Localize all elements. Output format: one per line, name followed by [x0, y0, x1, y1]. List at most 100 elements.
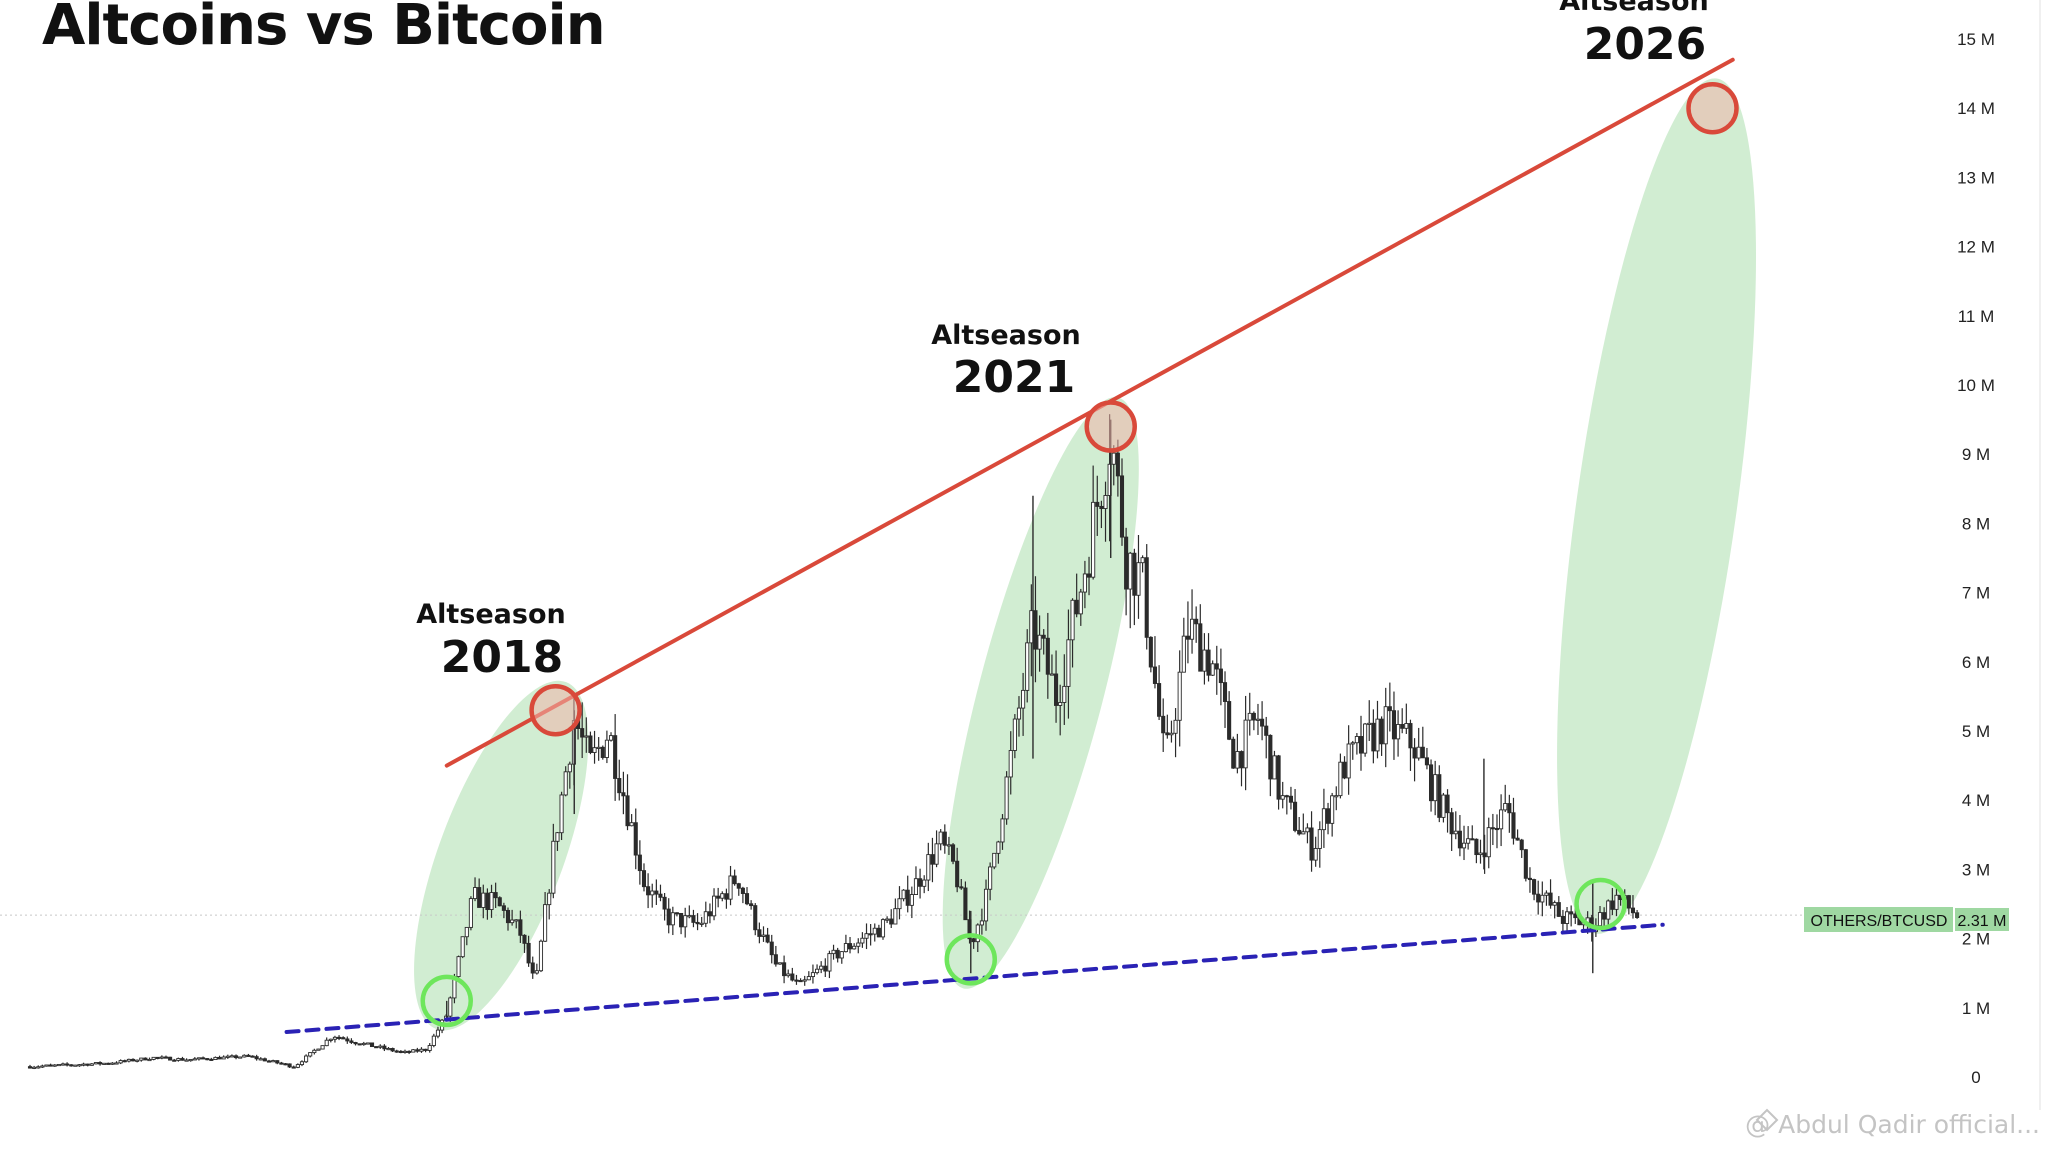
candle-body [505, 909, 511, 924]
candle-body [1404, 723, 1409, 729]
y-tick-label: 1 M [1962, 999, 1990, 1018]
candle-body [1610, 900, 1615, 910]
candle-body [324, 1039, 329, 1047]
candle-body [353, 1042, 358, 1045]
candle-body [955, 860, 960, 888]
candle-body [938, 831, 943, 845]
candle-body [1012, 718, 1017, 751]
candle-body [996, 841, 1001, 854]
y-tick-label: 8 M [1962, 514, 1990, 533]
candle-body [530, 962, 535, 974]
candle-body [633, 822, 638, 856]
candle-body [196, 1057, 202, 1060]
candle-body [786, 973, 791, 977]
candle-body [1379, 718, 1384, 745]
candle-body [827, 953, 832, 972]
candle-body [856, 942, 861, 947]
candle-body [988, 866, 993, 890]
candle-body [283, 1063, 288, 1066]
candle-body [922, 879, 927, 887]
candle-body [617, 778, 622, 794]
candle-body [946, 844, 951, 847]
candle-body [654, 890, 659, 895]
candle-body [950, 844, 956, 862]
candle-body [1453, 830, 1458, 835]
candle-body [1499, 809, 1504, 830]
candle-body [510, 919, 515, 924]
candle-body [1210, 663, 1215, 676]
candle-body [1284, 795, 1289, 798]
candle-body [1424, 757, 1429, 766]
candle-body [1523, 849, 1528, 879]
candle-body [1165, 732, 1170, 736]
candle-body [1218, 668, 1223, 684]
candle-body [1004, 776, 1009, 820]
candle-body [394, 1050, 399, 1053]
candle-body [378, 1045, 383, 1048]
altseason-highlight-zones [414, 78, 1757, 1031]
candle-body [1086, 573, 1092, 578]
candle-body [1045, 637, 1050, 675]
candle-body [205, 1058, 210, 1061]
candle-body [1103, 495, 1108, 510]
candle-body [761, 934, 766, 937]
candle-body [959, 886, 964, 889]
candle-body [1206, 649, 1211, 676]
candle-body [1391, 710, 1397, 740]
candle-body [135, 1059, 140, 1062]
candle-body [304, 1055, 309, 1063]
candle-body [481, 892, 486, 908]
candle-body [901, 889, 906, 900]
candle-body [1536, 893, 1541, 903]
candle-body [1597, 912, 1603, 927]
candle-body [1346, 743, 1351, 779]
candle-body [357, 1043, 362, 1046]
altseason-zone-2021 [942, 397, 1139, 989]
candle-body [757, 929, 762, 937]
candle-body [864, 933, 869, 939]
candle-body [1194, 618, 1199, 625]
candle-body [456, 956, 461, 977]
candle-body [1350, 742, 1355, 745]
candle-body [279, 1062, 284, 1065]
candle-body [1062, 685, 1067, 703]
candle-body [1140, 557, 1145, 564]
candle-body [1630, 907, 1636, 914]
candle-body [1412, 747, 1417, 759]
candle-body [1614, 894, 1619, 910]
candle-body [971, 938, 976, 943]
candle-body [905, 889, 910, 906]
candle-body [658, 893, 663, 898]
candle-body [118, 1060, 123, 1064]
candle-body [1202, 649, 1207, 672]
candle-body [1330, 795, 1335, 824]
candle-body [1429, 764, 1434, 802]
candle-body [56, 1063, 61, 1067]
candle-body [1227, 701, 1232, 740]
candle-body [159, 1056, 164, 1059]
candle-body [559, 794, 564, 834]
candle-body [386, 1048, 391, 1051]
candle-body [85, 1063, 90, 1066]
candle-body [543, 904, 548, 942]
candle-body [839, 951, 844, 959]
candle-body [180, 1058, 185, 1061]
y-tick-label: 5 M [1962, 722, 1990, 741]
candle-body [1363, 723, 1368, 754]
candle-body [468, 898, 473, 928]
y-tick-label: 10 M [1957, 376, 1995, 395]
candle-body [32, 1066, 37, 1069]
candle-body [613, 735, 618, 779]
candle-body [238, 1056, 243, 1059]
candle-body [1119, 475, 1125, 538]
symbol-badge-bg [1804, 907, 1954, 932]
candle-body [176, 1058, 181, 1061]
candle-body [382, 1045, 387, 1050]
candle-body [563, 771, 568, 796]
candle-body [1321, 808, 1326, 831]
candle-body [1375, 718, 1380, 752]
candle-body [695, 921, 700, 925]
candle-body [843, 943, 848, 953]
candle-body [711, 895, 717, 917]
candle-body [497, 897, 502, 907]
